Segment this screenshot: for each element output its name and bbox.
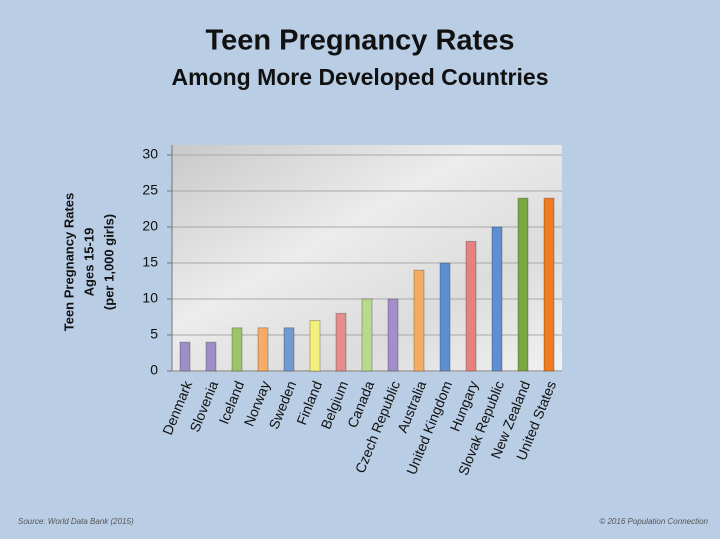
bar (283, 327, 295, 372)
bar (361, 298, 373, 372)
bar (309, 320, 321, 372)
bar (517, 197, 529, 372)
y-tick-label: 10 (142, 290, 158, 306)
source: Source: World Data Bank (2015) (18, 517, 134, 526)
y-tick-label: 20 (142, 218, 158, 234)
bar (439, 262, 451, 372)
bar (257, 327, 269, 372)
y-tick-label: 5 (150, 326, 158, 342)
bar (413, 269, 425, 372)
chart-subtitle: Among More Developed Countries (172, 64, 549, 90)
y-tick-label: 15 (142, 254, 158, 270)
credit: © 2016 Population Connection (599, 517, 708, 526)
bar (335, 312, 347, 372)
bar (231, 327, 243, 372)
y-axis-label: Teen Pregnancy Rates (61, 193, 76, 331)
bar (491, 226, 503, 372)
bar (179, 341, 191, 372)
chart-title: Teen Pregnancy Rates (206, 25, 515, 57)
y-axis-label: (per 1,000 girls) (101, 214, 116, 310)
bar (543, 197, 555, 372)
y-axis-label: Ages 15-19 (81, 228, 96, 297)
y-tick-label: 30 (142, 146, 158, 162)
y-tick-label: 25 (142, 182, 158, 198)
bar (387, 298, 399, 372)
bar (205, 341, 217, 372)
y-tick-label: 0 (150, 362, 158, 378)
bar (465, 240, 477, 372)
